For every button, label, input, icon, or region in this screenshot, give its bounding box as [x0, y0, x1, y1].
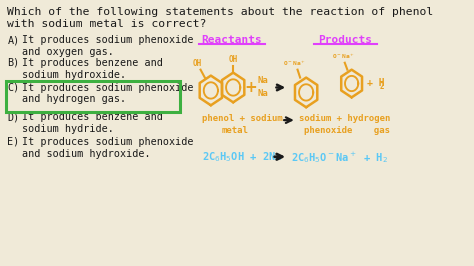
Text: and hydrogen gas.: and hydrogen gas.	[22, 94, 126, 105]
Text: It produces sodium phenoxide: It produces sodium phenoxide	[22, 82, 193, 93]
Text: +: +	[245, 80, 257, 95]
Text: Products: Products	[318, 35, 372, 45]
Text: E): E)	[8, 137, 19, 147]
Text: It produces benzene and: It produces benzene and	[22, 58, 163, 68]
Text: Reactants: Reactants	[201, 35, 262, 45]
Text: D): D)	[8, 112, 19, 122]
Text: 2C$_6$H$_5$OH + 2Na: 2C$_6$H$_5$OH + 2Na	[202, 150, 283, 164]
Text: and sodium hydroxide.: and sodium hydroxide.	[22, 149, 151, 159]
Text: It produces sodium phenoxide: It produces sodium phenoxide	[22, 35, 193, 45]
Text: Na: Na	[258, 76, 269, 85]
Text: Which of the following statements about the reaction of phenol: Which of the following statements about …	[8, 7, 434, 17]
Bar	[6, 81, 180, 112]
Text: O$^-$Na$^+$: O$^-$Na$^+$	[331, 52, 355, 61]
Text: A): A)	[8, 35, 19, 45]
Text: sodium + hydrogen: sodium + hydrogen	[299, 114, 391, 123]
Text: phenol + sodium: phenol + sodium	[202, 114, 283, 123]
Text: metal: metal	[221, 126, 248, 135]
Text: O$^-$Na$^+$: O$^-$Na$^+$	[283, 59, 307, 68]
Text: sodium hydride.: sodium hydride.	[22, 124, 114, 134]
Text: It produces benzene and: It produces benzene and	[22, 112, 163, 122]
Text: It produces sodium phenoxide: It produces sodium phenoxide	[22, 137, 193, 147]
Text: B): B)	[8, 58, 19, 68]
Text: + H: + H	[367, 77, 385, 88]
Text: OH: OH	[228, 55, 238, 64]
Text: phenoxide    gas: phenoxide gas	[304, 126, 391, 135]
Text: OH: OH	[192, 59, 202, 68]
Text: 2: 2	[380, 82, 384, 91]
Text: Na: Na	[258, 89, 269, 98]
Text: C): C)	[8, 82, 19, 93]
Text: and oxygen gas.: and oxygen gas.	[22, 47, 114, 57]
Text: with sodium metal is correct?: with sodium metal is correct?	[8, 19, 207, 29]
Text: 2C$_6$H$_5$O$^-$Na$^+$ + H$_2$: 2C$_6$H$_5$O$^-$Na$^+$ + H$_2$	[291, 150, 388, 165]
Text: sodium hydroxide.: sodium hydroxide.	[22, 70, 126, 80]
